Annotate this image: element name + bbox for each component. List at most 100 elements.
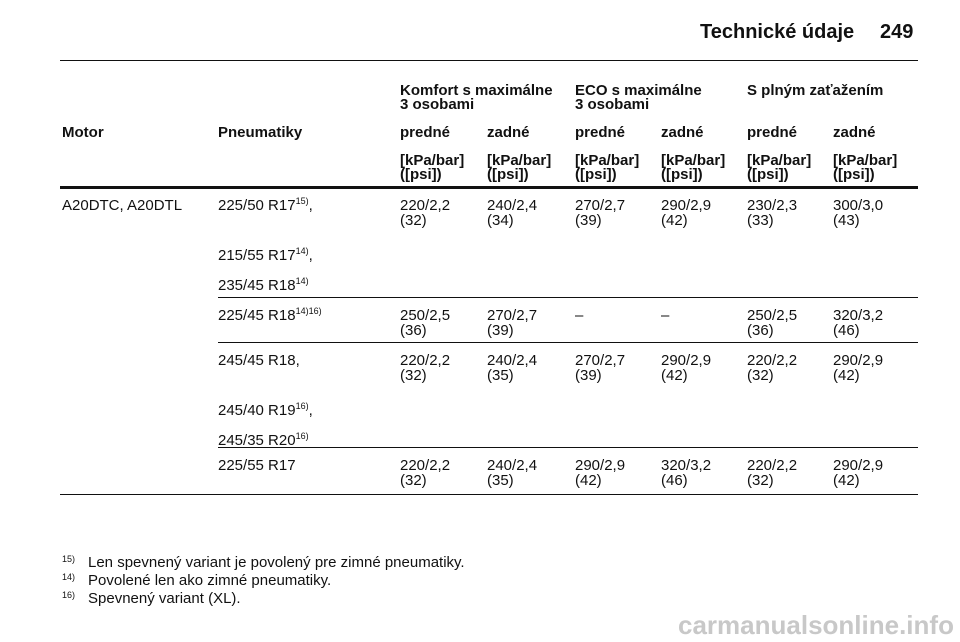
group-header: 3 osobami [400,96,475,113]
group-header: ECO s maximálne [575,82,702,99]
pressure-value: 290/2,9 [833,352,884,369]
pressure-value: (43) [833,212,860,229]
row-rule [60,494,918,495]
pressure-value: 220/2,2 [400,457,451,474]
footnote-mark: 16) [62,590,76,600]
tyre-size: 225/45 R18 [218,307,296,324]
pressure-value: (46) [833,322,860,339]
column-header: Motor [62,124,104,141]
unit-header: ([psi]) [575,166,617,183]
footnote-text: Len spevnený variant je povolený pre zim… [88,554,465,571]
row-rule [218,342,918,343]
pressure-value: (32) [400,367,427,384]
pressure-value: (39) [487,322,514,339]
page-number: 249 [880,21,914,43]
pressure-value: (42) [575,472,602,489]
row-rule [218,447,918,448]
column-header: predné [400,124,451,141]
tyre: 225/45 R1814)16) [218,306,322,324]
footnote-mark: 15) [62,554,76,564]
footnote-ref: 14)16) [295,306,322,316]
tyre-size: 235/45 R18 [218,277,296,294]
pressure-value: (32) [400,472,427,489]
separator: , [308,247,313,264]
section-title: Technické údaje [700,21,855,43]
header-rule [60,60,918,61]
pressure-value: 220/2,2 [400,352,451,369]
table-head-rule [60,186,918,189]
pressure-value: 270/2,7 [487,307,538,324]
unit-header: ([psi]) [833,166,875,183]
tyre-size: 245/40 R19 [218,402,296,419]
tyre-size: 245/35 R20 [218,432,296,449]
tyre: 215/55 R1714), [218,246,313,264]
unit-header: ([psi]) [747,166,789,183]
unit-header: ([psi]) [661,166,703,183]
unit-header: ([psi]) [487,166,529,183]
pressure-value: 250/2,5 [400,307,451,324]
group-header: 3 osobami [575,96,650,113]
tyre: 245/40 R1916), [218,401,313,419]
pressure-value: 240/2,4 [487,457,538,474]
pressure-value: (39) [575,367,602,384]
motor: A20DTC, A20DTL [62,197,183,214]
tyre-size: 225/55 R17 [218,457,296,474]
column-header: zadné [833,124,876,141]
pressure-value: – [661,307,670,324]
watermark: carmanualsonline.info [678,610,954,640]
footnote-mark: 14) [62,572,76,582]
footnote-text: Povolené len ako zimné pneumatiky. [88,572,332,589]
tyre-size: 225/50 R17 [218,197,296,214]
row-rule [218,297,918,298]
pressure-value: – [575,307,584,324]
pressure-value: 320/3,2 [833,307,884,324]
pressure-value: 240/2,4 [487,352,538,369]
pressure-value: 240/2,4 [487,197,538,214]
pressure-value: (33) [747,212,774,229]
pressure-value: (36) [400,322,427,339]
pressure-value: 220/2,2 [747,352,798,369]
pressure-value: (32) [747,472,774,489]
pressure-value: 220/2,2 [747,457,798,474]
tyre: 245/45 R18, [218,353,300,368]
group-header: Komfort s maximálne [400,82,553,99]
separator: , [308,197,313,214]
unit-header: [kPa/bar] [575,152,640,169]
pressure-value: 290/2,9 [833,457,884,474]
pressure-value: (34) [487,212,514,229]
footnote-ref: 14) [295,246,309,256]
unit-header: [kPa/bar] [400,152,465,169]
separator: , [308,402,313,419]
pressure-value: (32) [747,367,774,384]
pressure-value: 220/2,2 [400,197,451,214]
group-header: S plným zaťažením [747,82,884,99]
pressure-value: 290/2,9 [661,197,712,214]
pressure-value: (42) [661,367,688,384]
footnote-ref: 16) [295,431,309,441]
pressure-value: 320/3,2 [661,457,712,474]
tyre-size: 245/45 R18, [218,352,300,369]
column-header: Pneumatiky [218,124,303,141]
pressure-value: (42) [833,367,860,384]
pressure-value: (39) [575,212,602,229]
tyre: 225/50 R1715), [218,196,313,214]
pressure-value: 290/2,9 [575,457,626,474]
unit-header: [kPa/bar] [747,152,812,169]
pressure-value: (35) [487,472,514,489]
footnote-ref: 15) [295,196,309,206]
unit-header: [kPa/bar] [661,152,726,169]
tyre: 245/35 R2016) [218,431,309,449]
pressure-value: (42) [833,472,860,489]
pressure-value: 250/2,5 [747,307,798,324]
tyre: 225/55 R17 [218,458,296,473]
pressure-value: 300/3,0 [833,197,884,214]
tyre-size: 215/55 R17 [218,247,296,264]
unit-header: [kPa/bar] [833,152,898,169]
pressure-value: 230/2,3 [747,197,798,214]
pressure-value: (32) [400,212,427,229]
unit-header: [kPa/bar] [487,152,552,169]
footnote-ref: 16) [295,401,309,411]
tyre: 235/45 R1814) [218,277,309,294]
pressure-value: (46) [661,472,688,489]
